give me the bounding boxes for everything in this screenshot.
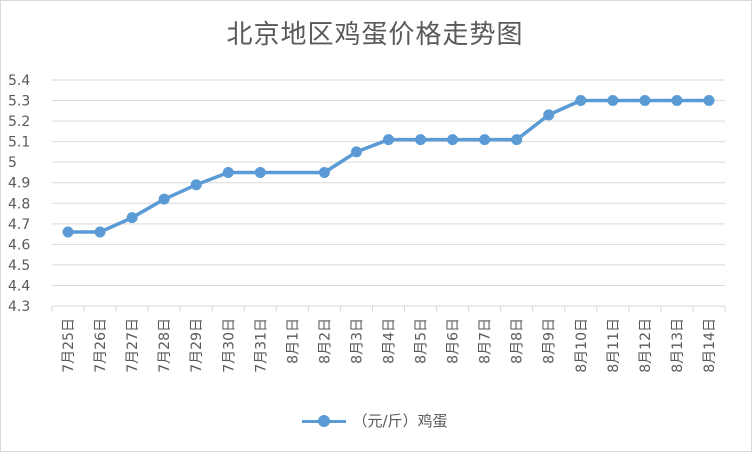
x-tick-label: 7月31日 bbox=[253, 318, 269, 373]
data-point bbox=[62, 226, 74, 238]
data-point bbox=[447, 134, 459, 146]
x-tick-label: 7月29日 bbox=[189, 318, 205, 373]
data-point bbox=[190, 179, 202, 191]
y-tick-label: 4.8 bbox=[8, 196, 30, 212]
data-point bbox=[607, 95, 619, 107]
y-tick-label: 5 bbox=[8, 155, 17, 171]
y-tick-label: 4.7 bbox=[8, 217, 30, 233]
data-point bbox=[222, 166, 234, 178]
x-tick-label: 8月7日 bbox=[478, 318, 494, 364]
y-tick-label: 4.9 bbox=[8, 176, 30, 192]
data-point bbox=[126, 212, 138, 224]
chart-title: 北京地区鸡蛋价格走势图 bbox=[226, 20, 524, 50]
series-line bbox=[68, 98, 709, 234]
y-tick-label: 4.5 bbox=[8, 258, 30, 274]
data-point bbox=[543, 109, 555, 121]
x-tick-label: 8月3日 bbox=[349, 318, 365, 364]
x-tick-label: 8月14日 bbox=[702, 318, 718, 373]
x-tick-label: 8月13日 bbox=[670, 318, 686, 373]
data-point bbox=[350, 146, 362, 158]
x-tick-label: 8月9日 bbox=[542, 318, 558, 364]
x-tick-label: 8月5日 bbox=[414, 318, 430, 364]
data-point bbox=[703, 95, 715, 107]
legend-label: （元/斤）鸡蛋 bbox=[352, 412, 448, 430]
y-tick-label: 5.4 bbox=[8, 73, 30, 89]
data-point bbox=[94, 226, 106, 238]
x-tick-label: 8月10日 bbox=[574, 318, 590, 373]
x-tick-label: 7月28日 bbox=[157, 318, 173, 373]
x-tick-label: 7月26日 bbox=[93, 318, 109, 373]
x-tick-label: 8月4日 bbox=[382, 318, 398, 364]
x-tick-label: 8月11日 bbox=[606, 318, 622, 373]
y-tick-label: 5.2 bbox=[8, 114, 30, 130]
data-point bbox=[318, 166, 330, 178]
data-point bbox=[671, 95, 683, 107]
y-tick-label: 5.1 bbox=[8, 135, 30, 151]
y-tick-label: 5.3 bbox=[8, 94, 30, 110]
data-point bbox=[575, 95, 587, 107]
legend-line-marker-icon bbox=[302, 414, 347, 428]
data-point bbox=[639, 95, 651, 107]
y-tick-label: 4.3 bbox=[8, 299, 30, 315]
x-tick-label: 7月25日 bbox=[61, 318, 77, 373]
x-tick-label: 8月6日 bbox=[446, 318, 462, 364]
data-point bbox=[479, 134, 491, 146]
x-tick-label: 7月30日 bbox=[221, 318, 237, 373]
data-point bbox=[158, 193, 170, 205]
y-tick-label: 4.4 bbox=[8, 278, 30, 294]
x-tick-label: 8月8日 bbox=[510, 318, 526, 364]
data-point bbox=[254, 166, 266, 178]
x-tick-label: 8月1日 bbox=[285, 318, 301, 364]
x-tick-label: 8月12日 bbox=[638, 318, 654, 373]
x-tick-label: 7月27日 bbox=[125, 318, 141, 373]
data-point bbox=[511, 134, 523, 146]
x-tick-label: 8月2日 bbox=[317, 318, 333, 364]
chart-legend: （元/斤）鸡蛋 bbox=[0, 410, 750, 431]
y-tick-label: 4.6 bbox=[8, 237, 30, 253]
data-point bbox=[383, 134, 394, 146]
data-point bbox=[415, 134, 427, 146]
